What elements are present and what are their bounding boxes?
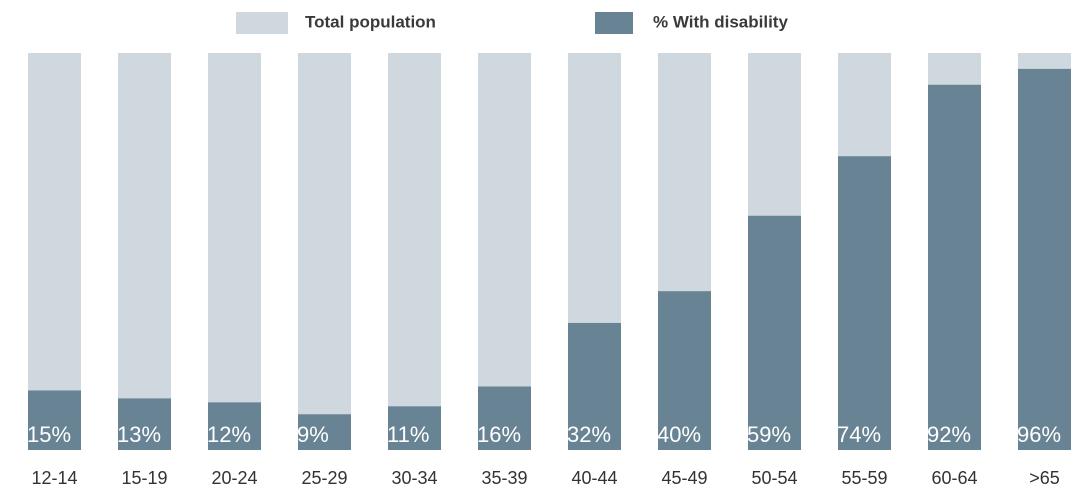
value-label: 13% (117, 422, 161, 447)
x-tick-label: 35-39 (481, 468, 527, 488)
legend-swatch (595, 12, 633, 34)
bar (28, 53, 81, 450)
value-label: 59% (747, 422, 791, 447)
value-label: 15% (27, 422, 71, 447)
x-tick-label: 20-24 (211, 468, 257, 488)
value-label: 92% (927, 422, 971, 447)
x-tick-label: 55-59 (841, 468, 887, 488)
bar (748, 215, 801, 450)
legend-swatch (236, 12, 288, 34)
bar (838, 156, 891, 450)
bar (568, 322, 621, 450)
bar (118, 53, 171, 450)
x-tick-label: 60-64 (931, 468, 977, 488)
x-tick-label: 15-19 (121, 468, 167, 488)
bar (208, 402, 261, 450)
value-label: 12% (207, 422, 251, 447)
value-label: 16% (477, 422, 521, 447)
value-label: 96% (1017, 422, 1061, 447)
x-tick-label: >65 (1029, 468, 1060, 488)
legend-label: Total population (305, 12, 436, 31)
bar (298, 53, 351, 450)
value-label: 9% (297, 422, 329, 447)
bar (658, 291, 711, 450)
bar (118, 398, 171, 450)
x-tick-label: 12-14 (31, 468, 77, 488)
x-tick-label: 30-34 (391, 468, 437, 488)
bar (208, 53, 261, 450)
x-tick-label: 45-49 (661, 468, 707, 488)
bar (388, 53, 441, 450)
bar (298, 414, 351, 450)
x-tick-label: 40-44 (571, 468, 617, 488)
value-label: 74% (837, 422, 881, 447)
x-tick-label: 50-54 (751, 468, 797, 488)
value-label: 40% (657, 422, 701, 447)
bar (478, 53, 531, 450)
x-tick-label: 25-29 (301, 468, 347, 488)
bar (1018, 68, 1071, 450)
bar (388, 406, 441, 450)
value-label: 11% (387, 422, 429, 447)
bar (478, 386, 531, 450)
bar (928, 84, 981, 450)
bar (28, 390, 81, 450)
legend-label: % With disability (653, 12, 788, 31)
value-label: 32% (567, 422, 611, 447)
